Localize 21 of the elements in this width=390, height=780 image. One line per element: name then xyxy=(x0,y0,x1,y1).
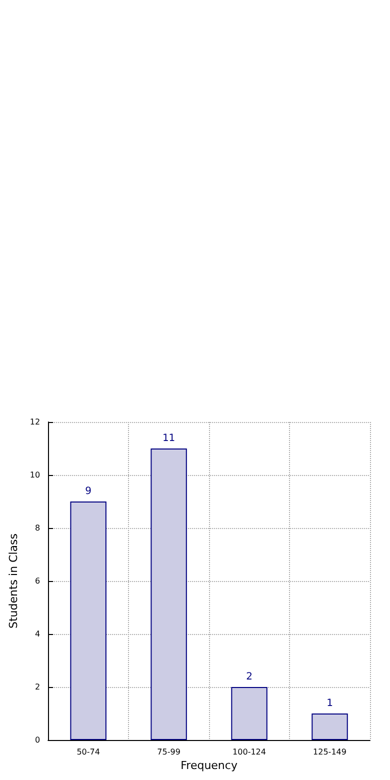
x-tick-label: 100-124 xyxy=(232,748,266,756)
data-label: 11 xyxy=(162,433,176,444)
y-tick-label: 4 xyxy=(34,630,40,638)
y-tick-label: 10 xyxy=(30,470,40,480)
y-tick-label: 12 xyxy=(30,418,40,426)
y-tick-label: 6 xyxy=(34,576,40,586)
x-tick-label: 125-149 xyxy=(313,748,346,756)
bar xyxy=(231,687,268,740)
x-tick-label: 50-74 xyxy=(76,748,100,756)
bar xyxy=(150,448,187,740)
x-axis-title: Frequency xyxy=(180,759,238,772)
y-tick-label: 2 xyxy=(34,682,40,692)
bar xyxy=(312,714,348,740)
y-axis-title: Students in Class xyxy=(7,533,20,628)
bar xyxy=(70,502,106,740)
x-tick-label: 75-99 xyxy=(157,748,180,756)
y-tick-label: 0 xyxy=(34,736,40,744)
data-label: 2 xyxy=(246,672,252,682)
data-label: 9 xyxy=(85,486,92,497)
y-tick-label: 8 xyxy=(34,524,40,532)
data-label: 1 xyxy=(326,698,333,709)
